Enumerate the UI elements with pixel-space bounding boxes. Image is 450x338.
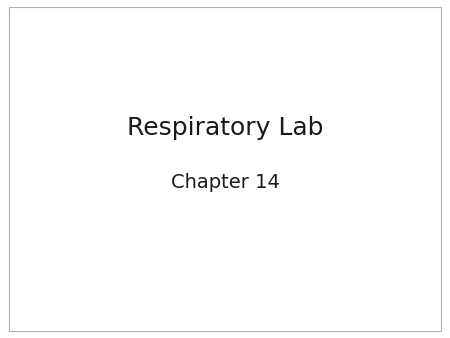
Text: Chapter 14: Chapter 14 <box>171 173 279 192</box>
Text: Respiratory Lab: Respiratory Lab <box>127 116 323 141</box>
